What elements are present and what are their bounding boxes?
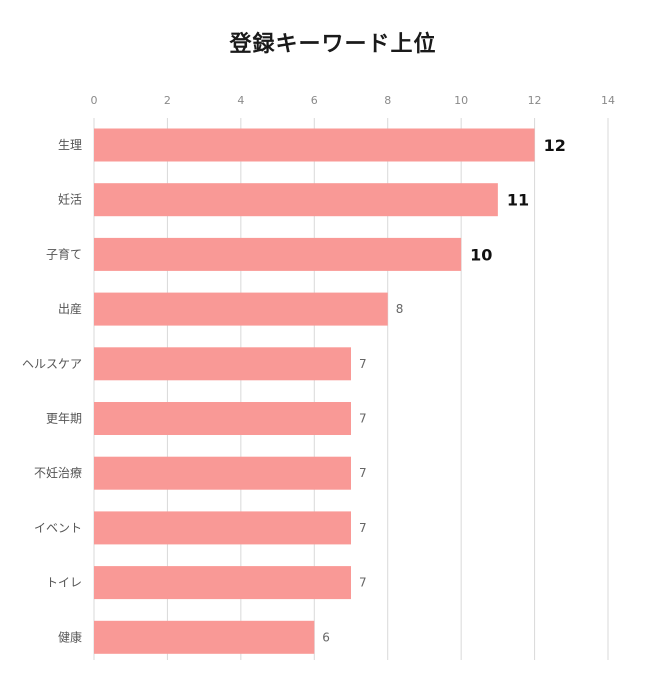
x-tick-label: 14	[601, 94, 615, 107]
bar	[94, 456, 351, 490]
bar	[94, 128, 535, 162]
category-label: 子育て	[46, 246, 82, 261]
x-tick-label: 0	[91, 94, 98, 107]
data-label: 7	[359, 576, 367, 590]
data-label: 6	[322, 630, 330, 644]
bar	[94, 347, 351, 381]
category-label: 更年期	[46, 412, 82, 426]
data-label: 7	[359, 521, 367, 535]
category-label: ヘルスケア	[22, 357, 82, 371]
x-tick-label: 2	[164, 94, 171, 107]
category-label: 生理	[58, 138, 82, 152]
bar	[94, 511, 351, 545]
data-label: 10	[470, 245, 492, 264]
data-label: 7	[359, 412, 367, 426]
category-label: 不妊治療	[34, 466, 82, 480]
data-label: 7	[359, 466, 367, 480]
bar	[94, 620, 315, 654]
category-label: 健康	[58, 629, 82, 644]
bar	[94, 292, 388, 326]
data-label: 7	[359, 357, 367, 371]
bar	[94, 183, 498, 217]
category-label: 出産	[58, 301, 82, 316]
x-tick-label: 6	[311, 94, 318, 107]
category-label: イベント	[34, 521, 82, 535]
data-label: 12	[544, 136, 566, 155]
x-tick-label: 12	[528, 94, 542, 107]
data-label: 11	[507, 191, 529, 210]
bar	[94, 566, 351, 600]
chart-title: 登録キーワード上位	[229, 32, 437, 57]
category-label: 妊活	[58, 193, 82, 207]
x-tick-label: 4	[237, 94, 244, 107]
category-label: トイレ	[46, 576, 82, 590]
x-tick-label: 8	[384, 94, 391, 107]
data-label: 8	[396, 302, 404, 316]
x-tick-label: 10	[454, 94, 468, 107]
bar	[94, 237, 462, 271]
bar	[94, 402, 351, 435]
